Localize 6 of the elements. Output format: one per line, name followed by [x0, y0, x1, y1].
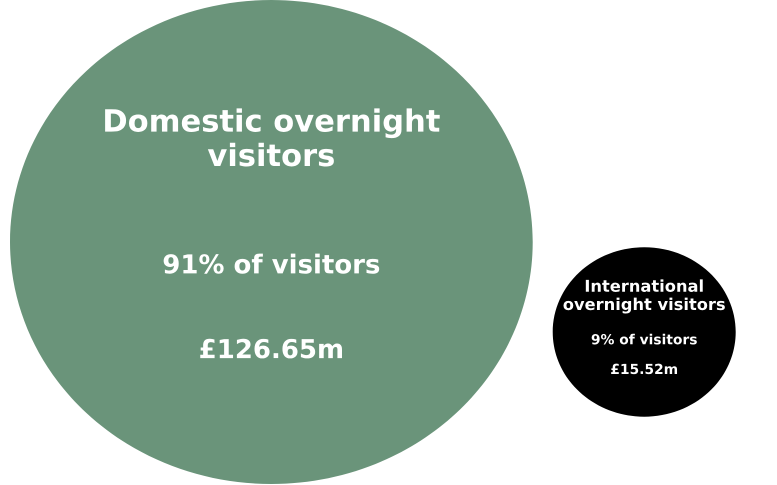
category-label: International overnight visitors	[563, 279, 725, 314]
data-label: £15.52m	[611, 364, 678, 374]
text: 9% of visitors	[592, 334, 697, 344]
text: 91% of visitors	[164, 254, 380, 274]
data-label: £126.65m	[200, 338, 342, 358]
category-label: Domestic overnight visitors	[105, 108, 440, 166]
